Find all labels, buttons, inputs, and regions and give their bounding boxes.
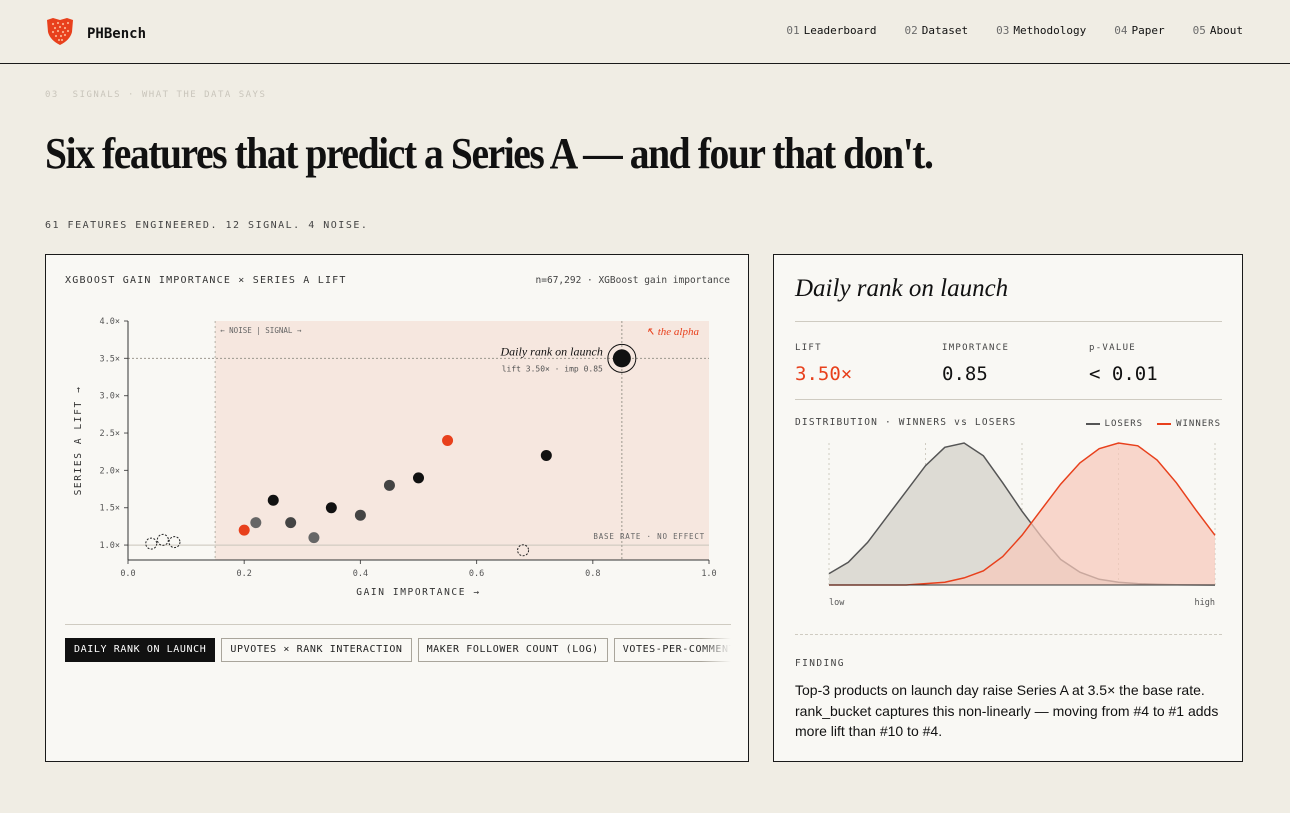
orange-shield-logo-icon — [45, 16, 75, 51]
distribution-label: DISTRIBUTION · WINNERS vs LOSERS — [795, 417, 1017, 428]
selected-point-ring — [607, 343, 637, 373]
base-rate-label: BASE RATE · NO EFFECT — [593, 532, 705, 541]
y-tick-label: 2.0× — [100, 466, 120, 476]
legend-winners: WINNERS — [1157, 419, 1221, 429]
legend-swatch — [1085, 422, 1100, 425]
dist-area-losers — [829, 443, 1215, 585]
divider — [795, 634, 1222, 635]
stat-p-value: p-VALUE < 0.01 — [1089, 343, 1158, 385]
highlight-sub: lift 3.50× · imp 0.85 — [502, 364, 603, 373]
nav-dataset[interactable]: 02 Dataset — [905, 24, 969, 37]
feature-point — [383, 479, 395, 491]
brand-name: PHBench — [87, 25, 147, 42]
finding-text: Top-3 products on launch day raise Serie… — [795, 682, 1219, 739]
legend-losers-label: LOSERS — [1104, 419, 1144, 429]
stat-importance: IMPORTANCE 0.85 — [942, 343, 1009, 385]
stat-value: 3.50× — [795, 363, 853, 385]
divider — [795, 399, 1222, 400]
y-tick-label: 2.5× — [100, 429, 120, 439]
section-subhead: 61 FEATURES ENGINEERED. 12 SIGNAL. 4 NOI… — [45, 220, 369, 231]
feature-point — [442, 435, 454, 446]
chip-fade — [701, 638, 731, 662]
y-tick-label: 3.0× — [100, 392, 120, 402]
finding-label: FINDING — [795, 658, 845, 669]
nav-label: Paper — [1131, 24, 1165, 37]
nav-number: 03 — [996, 24, 1010, 37]
noise-signal-label: ← NOISE | SIGNAL → — [220, 326, 302, 335]
detail-title: Daily rank on launch — [795, 275, 1009, 302]
importance-lift-scatter-chart: 1.0× 1.5× 2.0× 2.5× 3.0× 3.5× 4.0× 0.0 0.2 0.4 0.6… — [73, 317, 717, 598]
feature-point — [413, 472, 424, 484]
x-tick-label: 0.2 — [237, 569, 252, 579]
section-eyebrow: 03 SIGNALS · WHAT THE DATA SAYS — [45, 90, 267, 100]
nav-paper[interactable]: 04 Paper — [1114, 24, 1164, 37]
feature-point — [285, 517, 297, 529]
feature-point — [540, 449, 552, 461]
nav-label: About — [1209, 24, 1243, 37]
stat-label: IMPORTANCE — [942, 343, 1010, 353]
nav-number: 02 — [904, 24, 918, 37]
nav-about[interactable]: 05 About — [1193, 24, 1243, 37]
stat-label: p-VALUE — [1089, 343, 1137, 353]
stat-label: LIFT — [795, 343, 822, 353]
feature-point — [325, 502, 337, 514]
stat-lift: LIFT 3.50× — [795, 343, 852, 385]
feature-point — [354, 509, 366, 521]
y-tick-label: 3.5× — [100, 354, 120, 364]
section-headline: Six features that predict a Series A — a… — [45, 129, 934, 178]
highlight-name: Daily rank on launch — [500, 344, 603, 358]
legend-winners-label: WINNERS — [1176, 419, 1221, 429]
feature-point — [308, 532, 320, 544]
top-navigation-bar: PHBench 01 Leaderboard 02 Dataset 03 Method… — [0, 0, 1290, 64]
noise-point — [168, 536, 181, 549]
nav-methodology[interactable]: 03 Methodology — [996, 24, 1086, 37]
dist-area-winners — [829, 443, 1215, 585]
x-axis-label: GAIN IMPORTANCE → — [356, 587, 480, 598]
feature-point — [267, 494, 279, 506]
brand[interactable]: PHBench — [45, 16, 146, 51]
feature-chip-bar: DAILY RANK ON LAUNCH UPVOTES × RANK INTER… — [65, 624, 731, 662]
feature-chip[interactable]: MAKER FOLLOWER COUNT (LOG) — [417, 638, 608, 662]
x-tick-label: 0.0 — [120, 569, 135, 579]
winners-losers-distribution-chart: low high — [828, 442, 1216, 608]
y-tick-label: 1.5× — [100, 504, 120, 514]
stat-value: 0.85 — [942, 363, 988, 385]
nav-label: Dataset — [921, 24, 969, 37]
nav-leaderboard[interactable]: 01 Leaderboard — [786, 24, 876, 37]
alpha-annotation: ↖ the alpha — [646, 326, 700, 338]
legend-losers: LOSERS — [1085, 419, 1144, 429]
chart-meta: n=67,292 · XGBoost gain importance — [535, 275, 730, 286]
feature-chip[interactable]: DAILY RANK ON LAUNCH — [65, 638, 216, 662]
chart-title: XGBOOST GAIN IMPORTANCE × SERIES A LIFT — [65, 275, 347, 286]
main-nav: 01 Leaderboard 02 Dataset 03 Methodology 04… — [786, 24, 1243, 37]
legend-swatch — [1157, 422, 1172, 425]
nav-label: Methodology — [1013, 24, 1087, 37]
y-tick-label: 1.0× — [100, 541, 120, 551]
nav-number: 04 — [1114, 24, 1128, 37]
nav-label: Leaderboard — [803, 24, 877, 37]
selected-point — [612, 349, 631, 368]
x-tick-label: 0.6 — [469, 569, 484, 579]
noise-point — [156, 533, 169, 546]
y-axis-label: SERIES A LIFT → — [73, 386, 84, 496]
x-tick-label: 0.4 — [353, 569, 368, 579]
y-tick-label: 4.0× — [100, 317, 120, 327]
nav-number: 01 — [786, 24, 800, 37]
divider — [795, 321, 1222, 322]
x-tick-label: 0.8 — [585, 569, 600, 579]
feature-detail-panel: Daily rank on launch LIFT 3.50× IMPORTAN… — [773, 254, 1243, 762]
feature-chip-list: DAILY RANK ON LAUNCH UPVOTES × RANK INTER… — [65, 638, 731, 662]
distribution-legend: LOSERS WINNERS — [1085, 419, 1221, 429]
feature-importance-panel: XGBOOST GAIN IMPORTANCE × SERIES A LIFT … — [45, 254, 749, 762]
nav-number: 05 — [1192, 24, 1206, 37]
feature-point — [250, 517, 262, 529]
x-tick-label: 1.0 — [701, 569, 716, 579]
feature-chip[interactable]: UPVOTES × RANK INTERACTION — [221, 638, 412, 662]
noise-point — [517, 544, 530, 557]
stat-value: < 0.01 — [1089, 363, 1158, 385]
dist-axis-high: high — [1195, 598, 1215, 608]
dist-axis-low: low — [829, 598, 845, 608]
feature-point — [238, 524, 250, 536]
noise-point — [145, 537, 158, 550]
